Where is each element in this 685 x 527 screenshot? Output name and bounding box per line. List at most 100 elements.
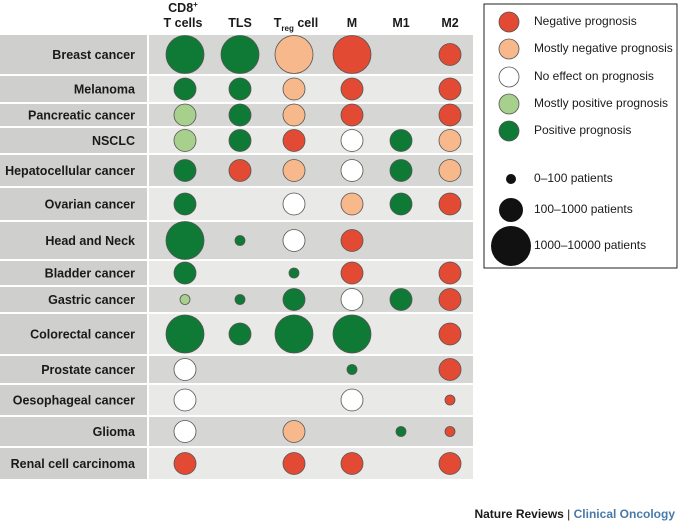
bubble-negative [438,322,462,346]
row-band [149,261,473,285]
row-band [149,417,473,446]
row-label: Bladder cancer [45,266,135,280]
bubble-negative [340,229,364,252]
row-label: Renal cell carcinoma [11,457,136,471]
bubble-negative [282,129,306,152]
legend-size-dot [499,198,523,222]
row-label-cell [0,314,147,354]
bubble-negative [444,426,456,437]
legend-swatch-mostly_positive [498,93,520,115]
bubble-negative [340,452,364,475]
row-band [149,155,473,186]
bubble-positive [288,267,300,279]
bubble-no_effect [340,129,364,152]
bubble-mostly_positive [179,294,191,305]
legend-label: Mostly positive prognosis [534,96,668,110]
column-header-cd8-line1: CD8+ [168,0,198,15]
bubble-negative [340,261,364,285]
legend-size-dot [491,226,531,266]
row-label-cell [0,448,147,479]
row-label-cell [0,222,147,259]
treg-subscript: reg [281,24,294,33]
bubble-mostly_negative [438,129,462,152]
legend-swatch-no_effect [498,66,520,88]
bubble-positive [389,129,413,152]
row-label-cell [0,76,147,102]
bubble-no_effect [340,388,364,412]
bubble-mostly_negative [274,35,314,74]
column-headers: CD8+T cells TLS Treg cell M M1 M2 [164,0,459,33]
bubble-mostly_negative [340,192,364,216]
bubble-positive [228,322,252,346]
bubble-no_effect [340,288,364,311]
bubble-no_effect [340,159,364,182]
bubble-positive [274,314,314,354]
bubble-positive [282,288,306,311]
legend-label: Negative prognosis [534,14,637,28]
legend-swatch-mostly_negative [498,38,520,60]
bubble-positive [220,35,260,74]
legend-swatch-positive [498,120,520,142]
legend-size-label: 100–1000 patients [534,202,633,216]
legend-size-label: 0–100 patients [534,171,613,185]
bubble-negative [438,192,462,216]
legend-label: Positive prognosis [534,123,631,137]
bubble-mostly_positive [173,103,197,127]
bubble-positive [228,77,252,101]
column-header-m2: M2 [441,16,458,30]
row-label: Oesophageal cancer [13,393,135,407]
superscript-plus: + [193,0,198,9]
column-header-tls: TLS [228,16,252,30]
row-label: Prostate cancer [41,363,135,377]
bubble-mostly_negative [282,159,306,182]
credit-separator: | [563,507,574,521]
bubble-positive [165,314,205,354]
legend-label: No effect on prognosis [534,69,654,83]
row-band [149,188,473,220]
bubble-no_effect [173,358,197,381]
bubble-positive [228,103,252,127]
bubble-negative [438,452,462,475]
bubble-positive [228,129,252,152]
column-header-cd8-line2: T cells [164,16,203,30]
bubbles [165,35,462,475]
bubble-positive [234,235,246,246]
bubble-positive [165,35,205,74]
bubble-no_effect [282,192,306,216]
bubble-positive [395,426,407,437]
bubble-positive [332,314,372,354]
row-band [149,76,473,102]
legend-size-dot [506,174,516,184]
row-band [149,287,473,312]
journal-name: Nature Reviews [474,507,564,521]
bubble-no_effect [173,388,197,412]
row-band [149,385,473,415]
column-header-treg: Treg cell [274,16,318,33]
treg-T: T [274,16,282,30]
row-label: Breast cancer [52,48,135,62]
bubble-negative [332,35,372,74]
row-label: Glioma [93,425,136,439]
row-label-cell [0,188,147,220]
row-band [149,448,473,479]
bubble-negative [438,43,462,66]
bubble-positive [173,159,197,182]
row-label: Pancreatic cancer [28,108,135,122]
journal-section: Clinical Oncology [573,507,675,521]
bubble-positive [389,192,413,216]
row-label: Ovarian cancer [45,197,135,211]
column-header-m1: M1 [392,16,409,30]
bubble-positive [173,77,197,101]
bubble-negative [444,394,456,406]
bubble-positive [346,364,358,375]
row-label-cell [0,35,147,74]
row-label-cell [0,417,147,446]
legend-swatch-negative [498,11,520,33]
bubble-mostly_negative [438,159,462,182]
row-bands [0,35,473,479]
bubble-negative [438,103,462,127]
row-label-cell [0,104,147,126]
row-band [149,104,473,126]
row-label-cell [0,155,147,186]
